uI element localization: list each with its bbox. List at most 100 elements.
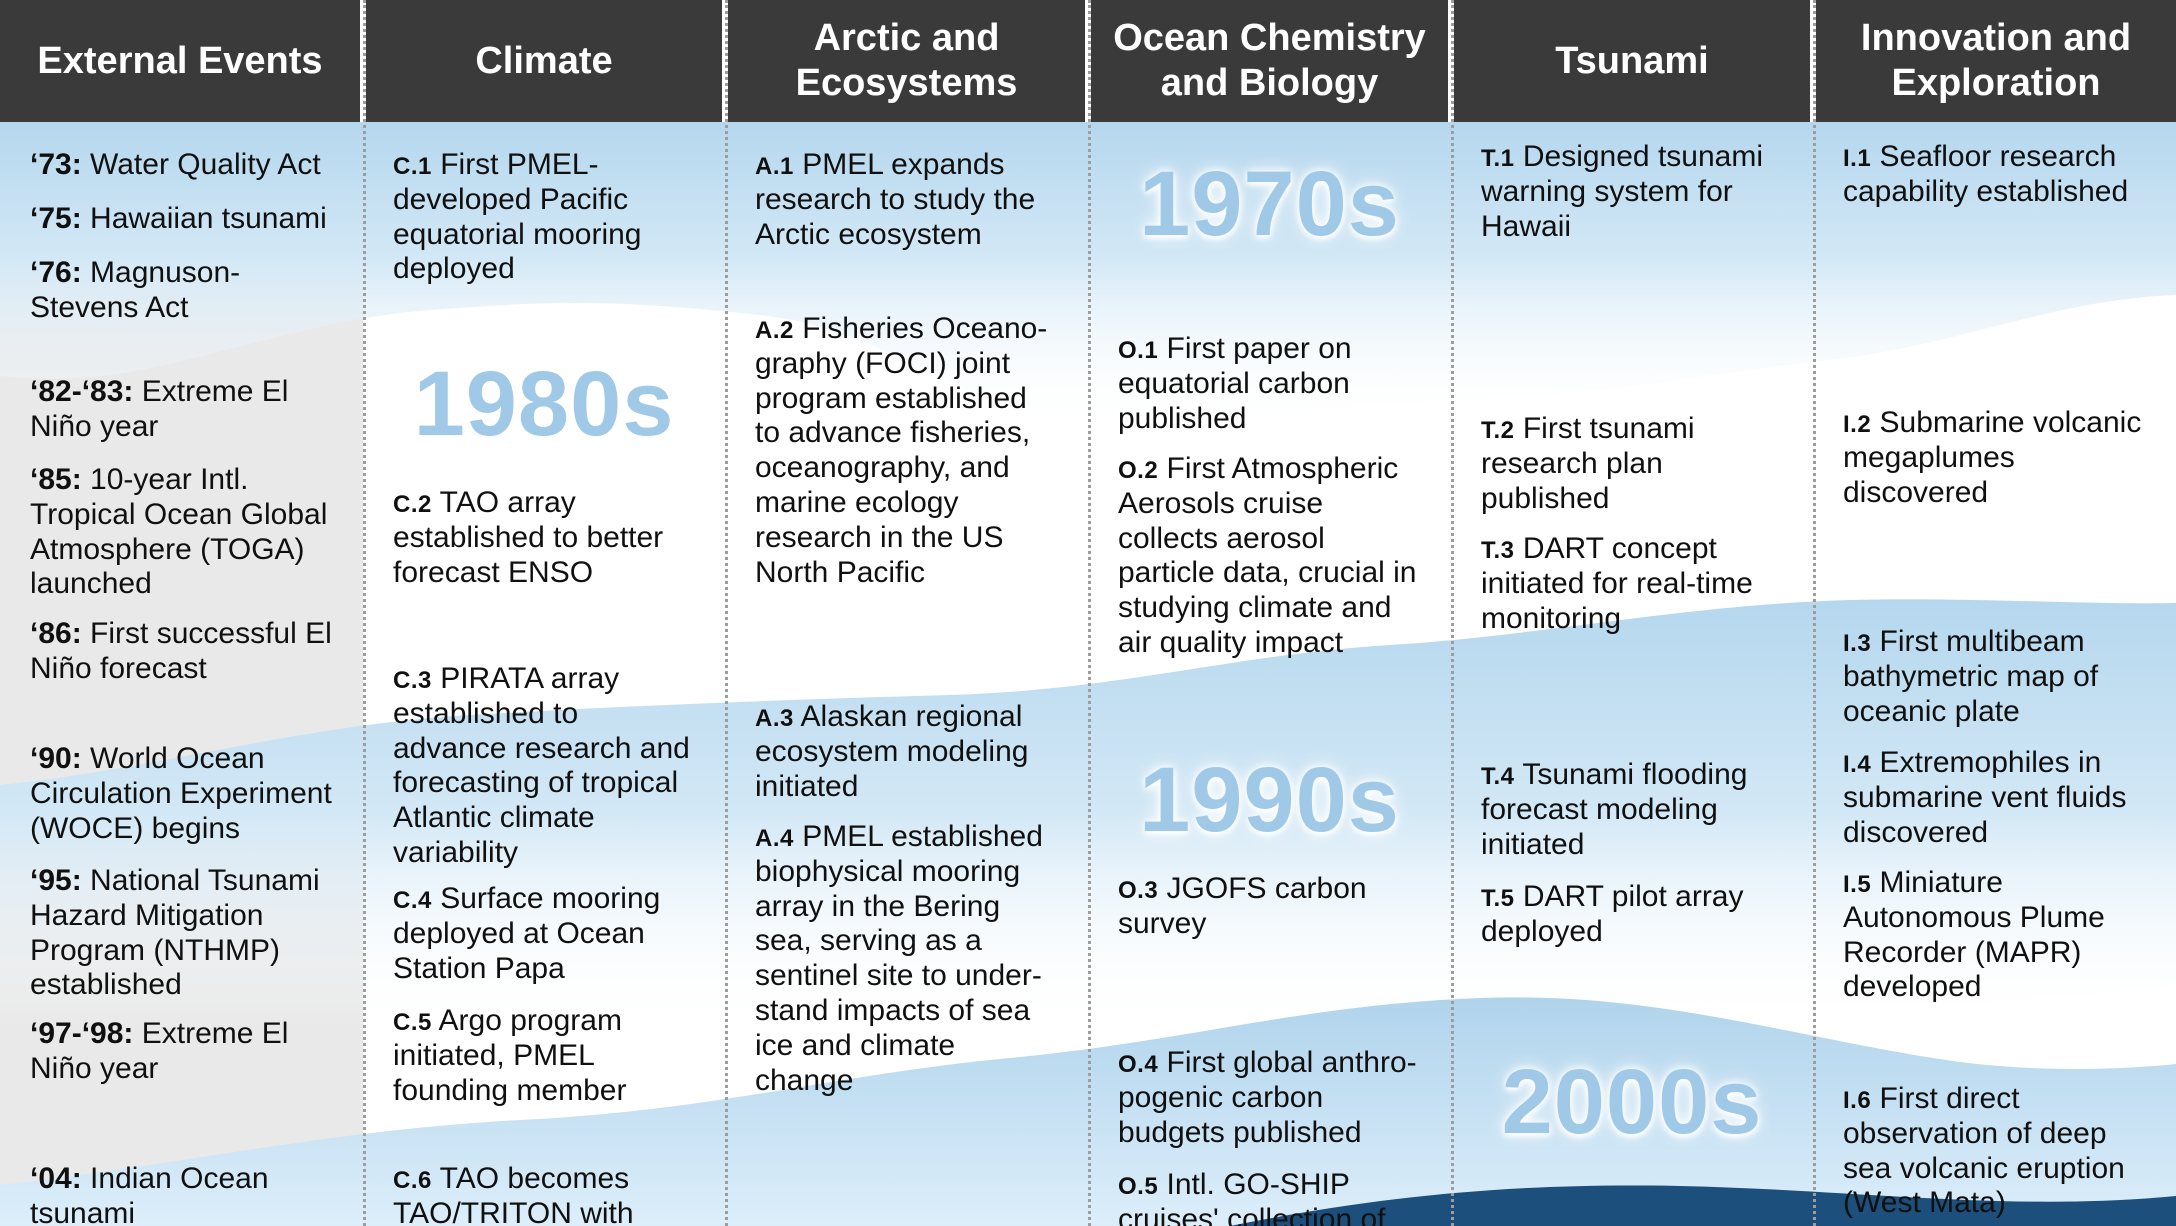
timeline-item: O.1 First paper on equatorial carbon pub…	[1118, 332, 1423, 436]
item-text: First PMEL-developed Pacific equatorial …	[393, 148, 642, 286]
decade-label-1970s: 1970s	[1139, 153, 1400, 255]
item-text: Submarine volcanic megaplumes discovered	[1843, 406, 2142, 509]
timeline-item: C.1 First PMEL-developed Pacific equator…	[393, 148, 693, 287]
timeline-item: ‘97-‘98: Extreme El Niño year	[30, 1017, 335, 1087]
item-tag: O.4	[1118, 1051, 1159, 1078]
timeline-item: ‘85: 10-year Intl. Tropical Ocean Global…	[30, 463, 335, 602]
timeline-item: O.3 JGOFS carbon survey	[1118, 872, 1423, 942]
item-tag: T.5	[1481, 885, 1515, 912]
timeline-item: A.1 PMEL expands research to study the A…	[755, 148, 1057, 252]
item-year: ‘90:	[30, 742, 82, 775]
item-tag: I.3	[1843, 630, 1872, 657]
item-text: TAO becomes TAO/TRITON with	[393, 1162, 634, 1226]
item-tag: I.4	[1843, 751, 1872, 778]
item-year: ‘95:	[30, 864, 82, 897]
item-tag: C.6	[393, 1167, 432, 1194]
item-text: PMEL established biophysical mooring arr…	[755, 820, 1043, 1097]
item-text: First global anthro-pogenic carbon budge…	[1118, 1046, 1417, 1149]
column-header-innovation-exploration: Innovation and Exploration	[1816, 0, 2176, 122]
decade-label-1990s: 1990s	[1139, 749, 1400, 851]
timeline-item: O.2 First Atmospheric Aerosols cruise co…	[1118, 452, 1423, 661]
item-tag: A.3	[755, 705, 794, 732]
timeline-item: O.5 Intl. GO-SHIP cruises' collection of	[1118, 1168, 1423, 1226]
decade-label-2000s: 2000s	[1501, 1051, 1763, 1153]
item-text: JGOFS carbon survey	[1118, 872, 1367, 940]
timeline-item: ‘73: Water Quality Act	[30, 148, 335, 183]
item-tag: A.1	[755, 153, 794, 180]
item-tag: C.4	[393, 887, 432, 914]
item-tag: I.5	[1843, 871, 1872, 898]
timeline-item: ‘75: Hawaiian tsunami	[30, 202, 335, 237]
item-tag: O.2	[1118, 457, 1159, 484]
wave-navy-crest	[1230, 1185, 2176, 1226]
column-header-arctic-ecosystems: Arctic and Ecosystems	[728, 0, 1085, 122]
item-text: 10-year Intl. Tropical Ocean Global Atmo…	[30, 463, 328, 601]
item-tag: O.1	[1118, 337, 1159, 364]
item-tag: A.4	[755, 825, 794, 852]
timeline-item: ‘86: First successful El Niño forecast	[30, 617, 335, 687]
item-year: ‘76:	[30, 256, 82, 289]
item-tag: T.1	[1481, 145, 1515, 172]
item-text: First tsunami research plan published	[1481, 412, 1695, 515]
item-text: PIRATA array established to advance rese…	[393, 662, 690, 869]
item-text: Surface mooring deployed at Ocean Statio…	[393, 882, 661, 985]
item-tag: A.2	[755, 317, 794, 344]
item-text: Magnuson-Stevens Act	[30, 256, 241, 324]
timeline-item: T.4 Tsunami flooding forecast modeling i…	[1481, 758, 1781, 862]
item-text: Extreme El Niño year	[30, 1017, 289, 1085]
item-year: ‘04:	[30, 1162, 82, 1195]
item-text: First successful El Niño forecast	[30, 617, 332, 685]
item-text: Seafloor research capability established	[1843, 140, 2129, 208]
timeline-item: I.4 Extremophiles in submarine vent flui…	[1843, 746, 2148, 850]
column-divider	[725, 0, 728, 1226]
item-tag: C.5	[393, 1009, 432, 1036]
item-text: Water Quality Act	[90, 148, 321, 181]
timeline-item: C.5 Argo program initiated, PMEL foundin…	[393, 1004, 693, 1108]
item-text: DART concept initiated for real-time mon…	[1481, 532, 1753, 635]
column-divider	[1088, 0, 1091, 1226]
item-text: Extremophiles in submarine vent fluids d…	[1843, 746, 2127, 849]
timeline-item: ‘82-‘83: Extreme El Niño year	[30, 375, 335, 445]
timeline-item: I.1 Seafloor research capability establi…	[1843, 140, 2148, 210]
item-year: ‘82-‘83:	[30, 375, 134, 408]
item-text: Miniature Autonomous Plume Recorder (MAP…	[1843, 866, 2105, 1004]
item-tag: C.3	[393, 667, 432, 694]
timeline-item: I.3 First multibeam bathymetric map of o…	[1843, 625, 2148, 729]
item-year: ‘97-‘98:	[30, 1017, 134, 1050]
item-tag: T.4	[1481, 763, 1515, 790]
item-text: World Ocean Circulation Experiment (WOCE…	[30, 742, 332, 845]
column-header-tsunami: Tsunami	[1454, 0, 1810, 122]
item-year: ‘73:	[30, 148, 82, 181]
column-divider	[1813, 0, 1816, 1226]
timeline-item: A.2 Fisheries Oceano-graphy (FOCI) joint…	[755, 312, 1057, 590]
timeline-item: ‘95: National Tsunami Hazard Mitigation …	[30, 864, 335, 1003]
item-text: DART pilot array deployed	[1481, 880, 1744, 948]
timeline-item: T.3 DART concept initiated for real-time…	[1481, 532, 1781, 636]
item-text: First paper on equatorial carbon publish…	[1118, 332, 1352, 435]
item-tag: O.3	[1118, 877, 1159, 904]
timeline-item: C.6 TAO becomes TAO/TRITON with	[393, 1162, 693, 1226]
timeline-item: ‘76: Magnuson-Stevens Act	[30, 256, 335, 326]
timeline-item: ‘90: World Ocean Circulation Experiment …	[30, 742, 335, 846]
timeline-item: C.4 Surface mooring deployed at Ocean St…	[393, 882, 693, 986]
item-text: TAO array established to better forecast…	[393, 486, 664, 589]
item-text: Tsunami flooding forecast modeling initi…	[1481, 758, 1748, 861]
item-year: ‘85:	[30, 463, 82, 496]
item-text: First multibeam bathymetric map of ocean…	[1843, 625, 2099, 728]
timeline-item: A.3 Alaskan regional ecosystem modeling …	[755, 700, 1057, 804]
column-header-climate: Climate	[366, 0, 722, 122]
item-tag: I.2	[1843, 411, 1872, 438]
item-text: Designed tsunami warning system for Hawa…	[1481, 140, 1763, 243]
column-header-ocean-chemistry-biology: Ocean Chemistry and Biology	[1091, 0, 1448, 122]
timeline-item: I.5 Miniature Autonomous Plume Recorder …	[1843, 866, 2148, 1005]
item-text: PMEL expands research to study the Arcti…	[755, 148, 1036, 251]
item-text: Alaskan regional ecosystem modeling init…	[755, 700, 1029, 803]
item-text: Indian Ocean tsunami	[30, 1162, 269, 1226]
item-tag: C.1	[393, 153, 432, 180]
timeline-item: T.5 DART pilot array deployed	[1481, 880, 1781, 950]
timeline-item: C.3 PIRATA array established to advance …	[393, 662, 693, 871]
item-text: National Tsunami Hazard Mitigation Progr…	[30, 864, 320, 1002]
item-tag: O.5	[1118, 1173, 1159, 1200]
timeline-item: I.2 Submarine volcanic megaplumes discov…	[1843, 406, 2148, 510]
